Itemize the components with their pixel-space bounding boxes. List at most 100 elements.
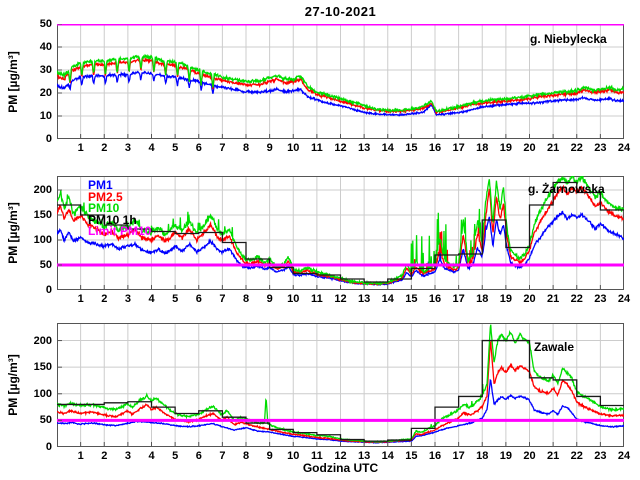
x-tick-label: 11: [311, 450, 323, 462]
axes-border: [57, 323, 624, 447]
x-tick-label: 7: [219, 293, 226, 305]
x-tick-label: 1: [77, 450, 84, 462]
station-label-zarnowska: g. Żarnowska: [528, 182, 605, 196]
x-tick-label: 17: [452, 293, 465, 305]
x-tick-label: 1: [77, 142, 84, 154]
x-tick-label: 4: [148, 293, 155, 305]
series-pm1: [57, 210, 624, 286]
series-pm25: [57, 56, 624, 115]
y-tick-label: 100: [33, 387, 52, 400]
x-tick-label: 6: [195, 142, 202, 154]
x-tick-label: 17: [452, 142, 465, 154]
x-tick-label: 13: [358, 142, 371, 154]
legend: PM1 PM2.5 PM10 PM10 1h Limit PM10: [88, 178, 152, 238]
y-tick-label: 200: [33, 184, 52, 196]
x-tick-label: 16: [428, 293, 442, 305]
y-tick-label: 30: [39, 64, 52, 76]
y-tick-label: 40: [39, 41, 52, 53]
y-tick-label: 50: [39, 414, 52, 427]
legend-entry-limit-pm10: Limit PM10: [88, 224, 152, 238]
x-tick-label: 20: [523, 142, 536, 154]
x-tick-label: 8: [242, 450, 250, 462]
x-tick-label: 11: [311, 293, 323, 305]
series-pm10-1h-stairs: [57, 339, 624, 442]
x-tick-label: 21: [547, 293, 560, 305]
x-tick-label: 3: [124, 293, 131, 305]
series-pm1: [57, 70, 624, 117]
x-tick-label: 13: [358, 450, 371, 462]
y-tick-label: 150: [33, 209, 52, 221]
x-tick-label: 15: [405, 293, 418, 305]
x-tick-label: 4: [148, 450, 155, 462]
x-tick-label: 16: [428, 450, 442, 462]
y-tick-label: 150: [33, 361, 52, 374]
x-tick-label: 20: [523, 450, 536, 462]
x-tick-label: 23: [594, 450, 607, 462]
x-tick-label: 2: [101, 142, 108, 154]
x-tick-label: 8: [242, 142, 250, 154]
series-pm10-1h-stairs: [57, 181, 624, 283]
y-tick-label: 20: [39, 87, 52, 99]
x-tick-label: 15: [405, 450, 418, 462]
x-tick-label: 22: [570, 142, 583, 154]
x-tick-label: 8: [242, 293, 250, 305]
x-tick-label: 24: [617, 142, 631, 154]
x-axis-label: Godzina UTC: [302, 461, 379, 475]
x-tick-label: 22: [570, 293, 583, 305]
figure-title: 27-10-2021: [304, 4, 377, 19]
plot-panel-zarnowska: [57, 176, 624, 290]
x-tick-label: 9: [266, 142, 273, 154]
y-tick-label: 0: [45, 284, 52, 296]
legend-entry-pm10-1h: PM10 1h: [88, 212, 137, 227]
x-tick-label: 18: [476, 142, 489, 154]
y-tick-label: 50: [39, 18, 52, 30]
x-tick-label: 3: [124, 142, 131, 154]
x-tick-label: 7: [219, 450, 226, 462]
x-tick-label: 24: [617, 450, 631, 462]
x-tick-label: 20: [523, 293, 536, 305]
x-tick-label: 9: [266, 450, 273, 462]
legend-entry-pm1: PM1: [88, 178, 113, 192]
x-tick-label: 7: [219, 142, 226, 154]
x-tick-label: 5: [172, 293, 179, 305]
x-tick-label: 17: [452, 450, 465, 462]
legend-entry-pm10: PM10: [88, 201, 120, 215]
y-tick-label: 0: [45, 133, 52, 145]
y-tick-label: 50: [39, 259, 52, 271]
x-tick-label: 16: [428, 142, 442, 154]
x-tick-label: 19: [499, 293, 512, 305]
x-tick-label: 11: [311, 142, 323, 154]
y-axis-label-text: PM [µg/m³]: [6, 50, 21, 113]
series-pm10: [57, 53, 624, 114]
station-label-zawale: Zawale: [534, 340, 575, 354]
x-tick-label: 18: [476, 450, 489, 462]
x-tick-label: 10: [287, 142, 300, 154]
x-tick-label: 14: [381, 450, 394, 462]
x-tick-label: 2: [101, 450, 108, 462]
x-tick-label: 15: [405, 142, 418, 154]
x-tick-label: 1: [77, 293, 84, 305]
x-tick-label: 5: [172, 142, 179, 154]
x-tick-label: 14: [381, 142, 394, 154]
x-tick-label: 23: [594, 293, 607, 305]
series-pm1: [57, 378, 624, 444]
x-tick-label: 12: [334, 450, 347, 462]
x-tick-label: 2: [101, 293, 108, 305]
x-tick-label: 23: [594, 142, 607, 154]
x-tick-label: 19: [499, 450, 512, 462]
x-tick-label: 22: [570, 450, 583, 462]
y-tick-label: 100: [33, 234, 52, 246]
x-tick-label: 19: [499, 142, 512, 154]
plot-panel-niebylecka: [57, 24, 624, 139]
x-tick-label: 10: [287, 293, 300, 305]
x-tick-label: 21: [547, 142, 560, 154]
x-tick-label: 5: [172, 450, 179, 462]
x-tick-label: 3: [124, 450, 131, 462]
x-tick-label: 21: [547, 450, 560, 462]
x-tick-label: 24: [617, 293, 631, 305]
x-tick-label: 18: [476, 293, 489, 305]
x-tick-label: 10: [287, 450, 300, 462]
x-tick-label: 12: [334, 293, 347, 305]
station-label-niebylecka: g. Niebylecka: [530, 32, 607, 46]
